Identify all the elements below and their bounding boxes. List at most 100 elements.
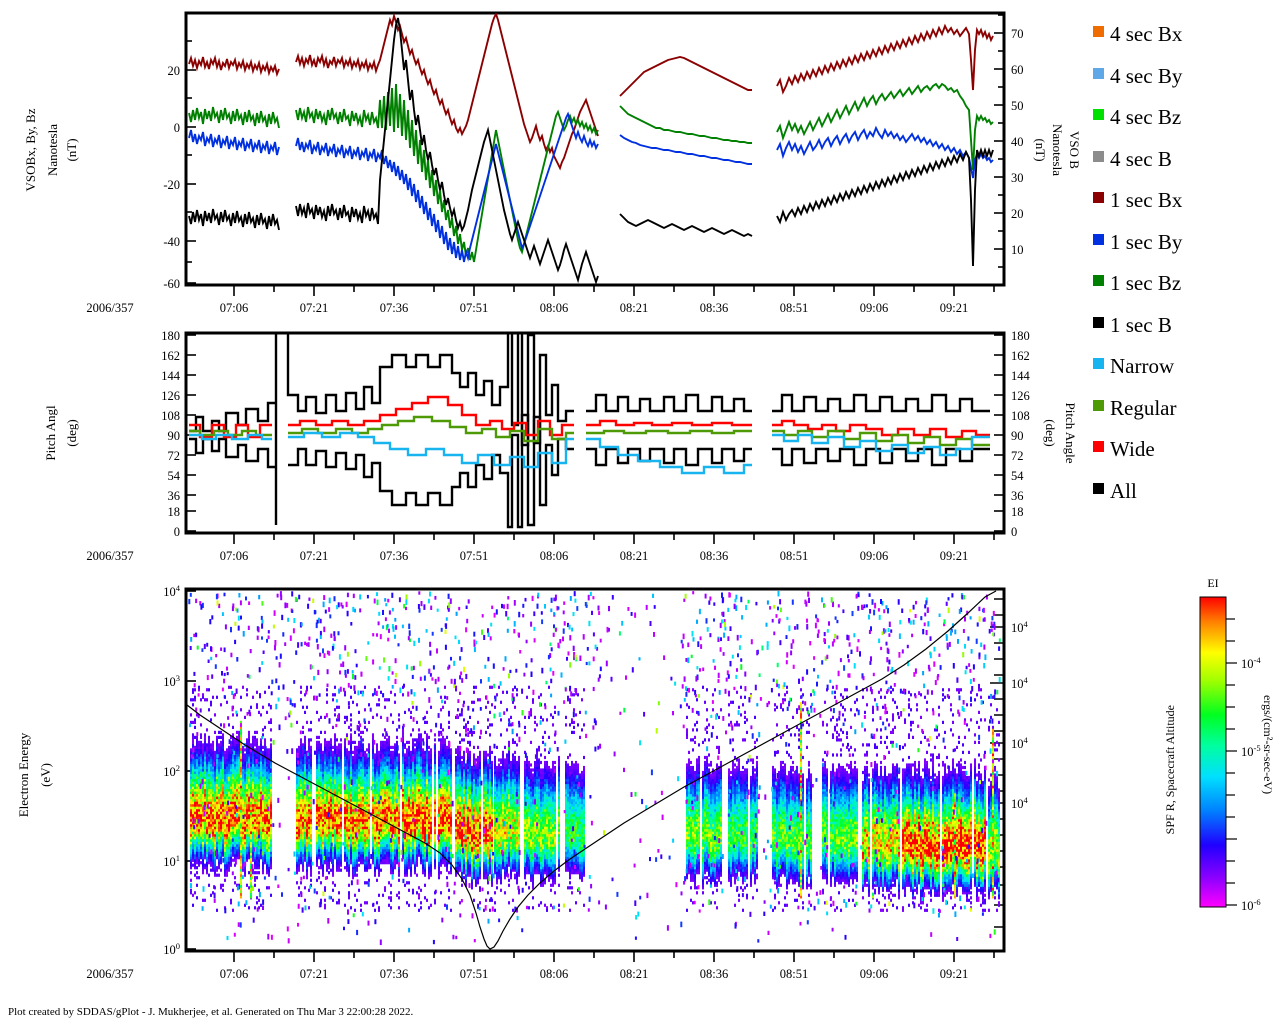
svg-text:07:51: 07:51: [460, 967, 488, 981]
svg-text:18: 18: [1011, 505, 1024, 519]
xtick-label: 08:51: [780, 301, 808, 315]
legend-swatch: [1093, 150, 1104, 162]
legend-label: 4 sec B: [1110, 146, 1172, 171]
right-axis-ticks: [994, 14, 1004, 268]
trace-regular: [189, 415, 990, 447]
y-axis-label-right-panel1: VSO B: [1067, 131, 1080, 169]
right-axis-ticks: [994, 334, 1004, 532]
legend-item-4-sec-bx[interactable]: 4 sec Bx: [1093, 14, 1278, 56]
legend-swatch: [1093, 358, 1104, 370]
svg-text:07:06: 07:06: [220, 967, 248, 981]
legend-item-1-sec-bz[interactable]: 1 sec Bz: [1093, 263, 1278, 305]
svg-text:(eV): (eV): [38, 763, 53, 787]
svg-text:104: 104: [1011, 795, 1029, 811]
xtick-label: 08:06: [540, 301, 568, 315]
bottom-axis-ticks: [233, 951, 995, 962]
svg-text:08:51: 08:51: [780, 549, 808, 560]
legend-label: Narrow: [1110, 354, 1175, 379]
legend-swatch: [1093, 192, 1104, 204]
colorbar-gradient: [1199, 596, 1227, 908]
magnetic-field-svg: 20 0 -20 -40 -60 70 60 50: [23, 11, 1080, 315]
svg-text:09:21: 09:21: [940, 549, 968, 560]
svg-text:126: 126: [1011, 389, 1030, 403]
svg-text:104: 104: [1011, 619, 1029, 635]
trace-narrow: [189, 431, 990, 475]
svg-text:36: 36: [1011, 489, 1024, 503]
date-label-panel1: 2006/357: [86, 301, 133, 315]
colorbar-tick-labels: 10-4 10-5 10-6: [1241, 655, 1261, 913]
xtick-label: 09:06: [860, 301, 888, 315]
y-axis-label-panel3: Electron Energy: [16, 732, 31, 817]
legend-item-wide[interactable]: Wide: [1093, 429, 1278, 471]
xtick-label: 09:21: [940, 301, 968, 315]
trace-all-lower: [189, 413, 990, 529]
xtick-label: 07:51: [460, 301, 488, 315]
pitch-angle-traces: [189, 333, 990, 529]
legend-item-all[interactable]: All: [1093, 471, 1278, 513]
svg-text:07:06: 07:06: [220, 549, 248, 560]
right-axis-tick-labels: 180 162 144 126 108 90 72 54 36 18 0: [1011, 329, 1031, 539]
svg-text:90: 90: [1011, 429, 1024, 443]
legend-item-4-sec-by[interactable]: 4 sec By: [1093, 56, 1278, 98]
svg-text:08:06: 08:06: [540, 967, 568, 981]
svg-text:07:36: 07:36: [380, 549, 408, 560]
legend-item-regular[interactable]: Regular: [1093, 388, 1278, 430]
colorbar: EI 10-4 10-5 10-6 ergs/(cm²-sr-sec-eV) S…: [1163, 575, 1280, 965]
colorbar-ticks: [1226, 618, 1237, 906]
svg-text:0: 0: [174, 525, 180, 539]
svg-text:07:21: 07:21: [300, 549, 328, 560]
y-axis-label-left-panel1: VSOBx, By, Bz: [23, 108, 38, 191]
svg-text:VSOBx, By, Bz: VSOBx, By, Bz: [23, 108, 38, 191]
legend-item-1-sec-bx[interactable]: 1 sec Bx: [1093, 180, 1278, 222]
svg-text:07:21: 07:21: [300, 967, 328, 981]
time-axis-labels-panel1: 07:06 07:21 07:36 07:51 08:06 08:21 08:3…: [220, 301, 968, 315]
svg-text:104: 104: [1011, 735, 1029, 751]
svg-text:Nanotesla: Nanotesla: [45, 124, 60, 176]
svg-text:162: 162: [161, 349, 180, 363]
svg-text:08:51: 08:51: [780, 967, 808, 981]
trace-1sec-bz: [188, 82, 994, 263]
legend-label: Regular: [1110, 395, 1177, 420]
legend-item-4-sec-bz[interactable]: 4 sec Bz: [1093, 97, 1278, 139]
legend-label: 1 sec By: [1110, 229, 1183, 254]
trace-1sec-bx: [188, 13, 994, 171]
legend-item-4-sec-b[interactable]: 4 sec B: [1093, 139, 1278, 181]
spacecraft-altitude-curve: [186, 590, 997, 950]
svg-text:-60: -60: [163, 277, 180, 291]
right-axis-tick-labels: 70 60 50 40 30 20 10: [1011, 27, 1024, 257]
svg-text:08:21: 08:21: [620, 549, 648, 560]
svg-text:101: 101: [163, 853, 180, 869]
legend-label: 4 sec Bx: [1110, 22, 1183, 47]
legend-item-1-sec-b[interactable]: 1 sec B: [1093, 305, 1278, 347]
svg-text:72: 72: [168, 449, 181, 463]
svg-text:18: 18: [168, 505, 181, 519]
svg-text:Pitch Angl: Pitch Angl: [43, 405, 58, 461]
left-axis-tick-labels: 180 162 144 126 108 90 72 54 36 18 0: [161, 329, 181, 539]
svg-text:104: 104: [1011, 675, 1029, 691]
svg-text:07:51: 07:51: [460, 549, 488, 560]
svg-text:144: 144: [1011, 369, 1031, 383]
legend-swatch: [1093, 316, 1104, 328]
svg-text:VSO B: VSO B: [1067, 131, 1080, 169]
date-label-panel2: 2006/357: [86, 549, 133, 560]
svg-text:08:36: 08:36: [700, 549, 728, 560]
svg-text:54: 54: [168, 469, 181, 483]
legend-swatch: [1093, 233, 1104, 245]
svg-text:(nT): (nT): [64, 138, 79, 161]
xtick-label: 08:21: [620, 301, 648, 315]
legend-label: Wide: [1110, 437, 1155, 462]
svg-text:08:06: 08:06: [540, 549, 568, 560]
legend-item-narrow[interactable]: Narrow: [1093, 346, 1278, 388]
svg-text:10: 10: [1011, 243, 1024, 257]
svg-text:72: 72: [1011, 449, 1024, 463]
svg-text:144: 144: [161, 369, 181, 383]
legend-item-1-sec-by[interactable]: 1 sec By: [1093, 222, 1278, 264]
svg-text:60: 60: [1011, 63, 1024, 77]
spacecraft-altitude-label: SPF R, Spacecraft Altitude: [1163, 705, 1177, 835]
svg-text:-20: -20: [163, 178, 180, 192]
y-axis-label-right-panel2: Pitch Angle: [1063, 402, 1078, 463]
svg-text:162: 162: [1011, 349, 1030, 363]
legend-swatch: [1093, 399, 1104, 411]
svg-text:40: 40: [1011, 135, 1024, 149]
svg-text:108: 108: [1011, 409, 1030, 423]
